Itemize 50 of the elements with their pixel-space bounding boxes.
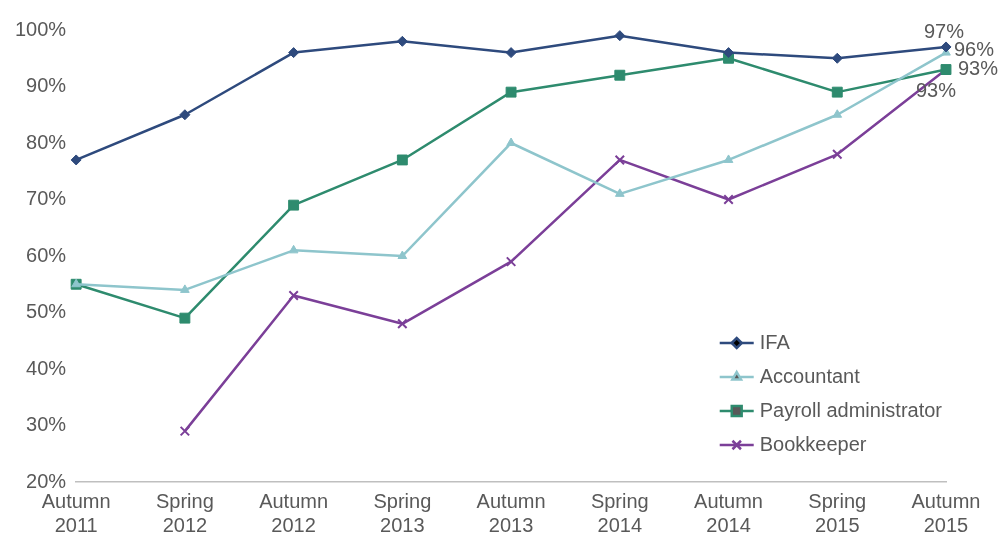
- legend-label: Payroll administrator: [759, 398, 943, 421]
- y-tick-label: 90%: [26, 74, 67, 97]
- x-tick-label: Autumn 2012: [259, 489, 329, 536]
- point: [723, 154, 734, 163]
- y-tick-label: 70%: [26, 187, 67, 210]
- data-label: 93%: [916, 79, 957, 102]
- point: [288, 47, 300, 59]
- point: [288, 290, 299, 301]
- x-tick-label: Spring 2015: [808, 489, 867, 536]
- point: [180, 284, 190, 293]
- point: [614, 188, 625, 197]
- x-tick-label: Spring 2013: [373, 489, 432, 536]
- point: [832, 109, 843, 118]
- point: [396, 35, 408, 47]
- point: [505, 256, 517, 267]
- legend-label: IFA: [759, 330, 791, 353]
- point: [832, 149, 843, 160]
- point: [831, 86, 843, 98]
- x-tick-label: Autumn 2013: [476, 489, 546, 536]
- point: [505, 86, 517, 98]
- point: [288, 244, 299, 254]
- point: [179, 312, 191, 324]
- y-tick-label: 20%: [26, 469, 67, 492]
- point: [179, 109, 191, 121]
- point: [940, 41, 952, 53]
- point: [179, 425, 191, 437]
- x-tick-label: Autumn 2011: [41, 489, 111, 536]
- point: [397, 318, 408, 330]
- point: [614, 30, 626, 42]
- y-tick-label: 60%: [26, 243, 67, 266]
- point: [614, 154, 626, 166]
- x-tick-label: Autumn 2015: [911, 489, 981, 536]
- y-tick-label: 80%: [26, 130, 67, 153]
- y-tick-label: 40%: [26, 356, 67, 379]
- y-tick-label: 30%: [26, 413, 67, 436]
- x-tick-label: Spring 2012: [155, 489, 214, 536]
- point: [506, 137, 516, 146]
- x-tick-label: Autumn 2014: [694, 489, 764, 536]
- point: [614, 69, 626, 81]
- point: [288, 199, 300, 211]
- point: [505, 47, 517, 59]
- point: [396, 154, 408, 166]
- point: [723, 194, 734, 205]
- y-tick-label: 50%: [26, 300, 67, 323]
- point: [397, 250, 408, 259]
- y-tick-label: 100%: [15, 17, 67, 40]
- x-tick-label: Spring 2014: [590, 489, 649, 536]
- point: [70, 154, 82, 166]
- legend-label: Bookkeeper: [759, 432, 867, 455]
- legend-label: Accountant: [759, 364, 861, 387]
